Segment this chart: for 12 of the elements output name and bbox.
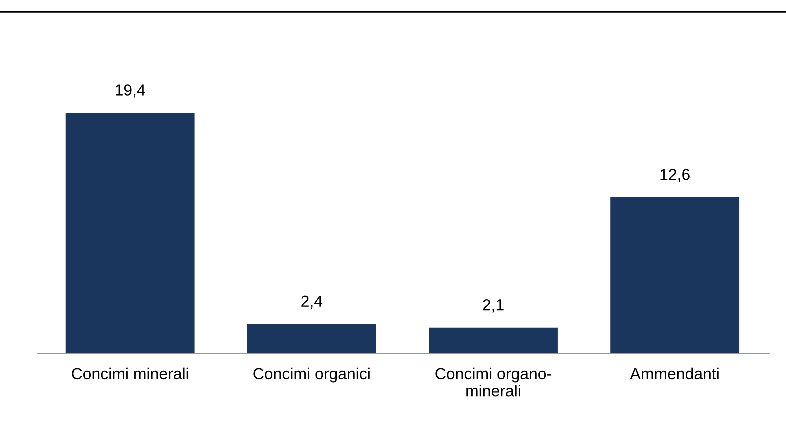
data-label: 19,4 — [116, 84, 146, 98]
x-tick-label: Concimi organo- minerali — [436, 368, 552, 397]
data-label: 2,4 — [302, 296, 323, 309]
bar — [610, 197, 740, 354]
data-label: 2,1 — [483, 300, 504, 313]
bar — [66, 112, 195, 354]
x-tick-label: Concimi organici — [254, 368, 370, 383]
x-tick-label: Concimi minerali — [72, 368, 188, 380]
bar — [429, 328, 558, 354]
x-tick-label: Ammendanti — [630, 368, 719, 380]
data-label: 12,6 — [660, 169, 690, 182]
bar — [247, 324, 376, 354]
